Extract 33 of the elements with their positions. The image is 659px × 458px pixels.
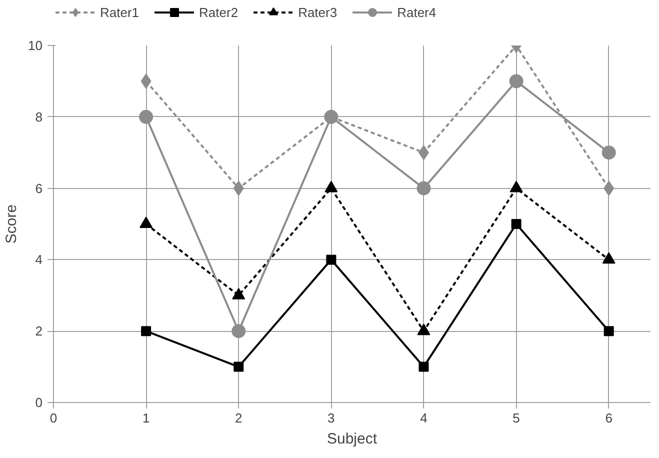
point xyxy=(602,146,616,160)
x-tick-label: 3 xyxy=(328,410,335,426)
point xyxy=(416,181,431,196)
legend-label: Rater1 xyxy=(100,4,140,20)
y-tick-label: 6 xyxy=(35,180,43,196)
point xyxy=(141,326,152,336)
x-tick-label: 2 xyxy=(235,410,242,426)
x-axis-title: Subject xyxy=(326,430,378,448)
y-tick-label: 0 xyxy=(35,395,43,410)
legend-label: Rater4 xyxy=(397,4,436,20)
point xyxy=(509,74,524,88)
x-tick-label: 4 xyxy=(420,410,428,426)
y-tick-label: 4 xyxy=(35,252,43,268)
point xyxy=(326,254,336,265)
legend-label: Rater3 xyxy=(298,4,338,20)
point xyxy=(604,180,614,196)
point xyxy=(511,219,522,229)
point xyxy=(232,324,246,338)
legend-label: Rater2 xyxy=(199,4,238,20)
point xyxy=(139,110,154,124)
y-tick-label: 10 xyxy=(28,38,43,53)
point xyxy=(233,180,244,196)
y-tick-label: 8 xyxy=(35,109,43,124)
point xyxy=(234,362,244,372)
x-tick-label: 1 xyxy=(142,410,150,426)
point xyxy=(140,74,152,89)
point xyxy=(604,326,614,336)
y-axis-title: Score xyxy=(3,204,20,244)
point xyxy=(418,362,429,372)
x-tick-label: 0 xyxy=(50,410,58,426)
x-tick-label: 6 xyxy=(605,410,612,426)
x-tick-label: 5 xyxy=(512,410,520,426)
y-tick-label: 2 xyxy=(35,324,43,339)
